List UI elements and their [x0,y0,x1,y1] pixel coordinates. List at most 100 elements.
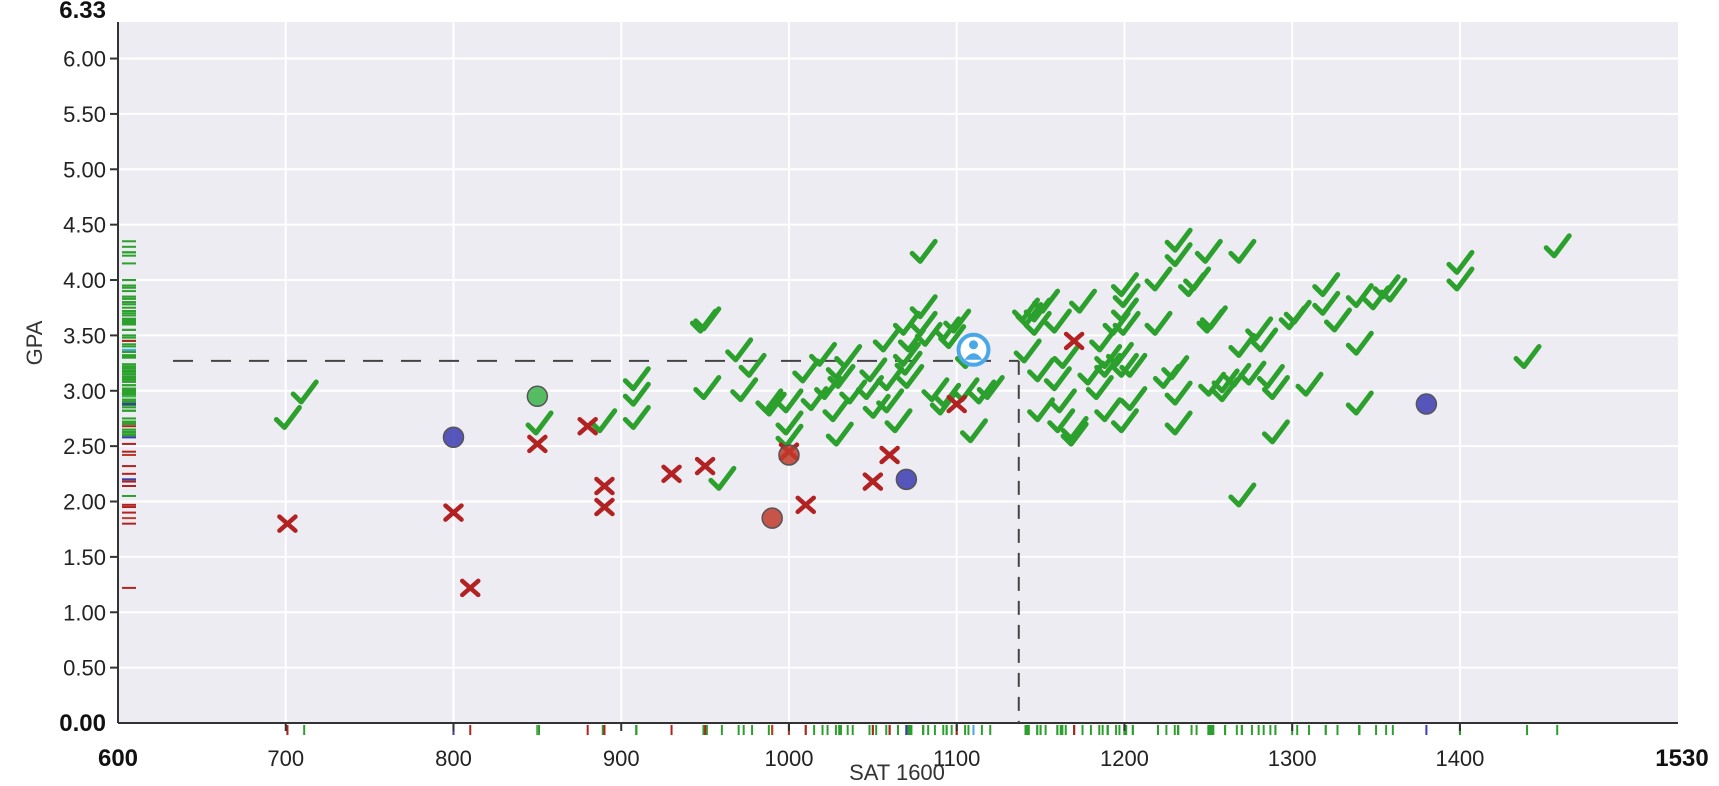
y-tick-label: 0.50 [63,656,106,681]
accepted-point [892,341,921,367]
y-tick-label: 4.50 [63,213,106,238]
accepted-point [1119,386,1148,412]
accepted-point [876,366,905,392]
rejected-point [661,464,682,484]
accepted-point [1194,238,1223,264]
rejected-point [946,394,967,414]
accepted-point [1323,307,1352,333]
accepted-point [959,418,988,444]
accepted-point [1199,305,1228,331]
accepted-point [1023,310,1052,336]
accepted-point [1345,390,1374,416]
accepted-point [938,324,967,350]
accepted-point [1245,316,1274,342]
x-tick-label: 1100 [933,746,980,771]
waitlist-rejected-point [761,507,783,529]
accepted-point [943,308,972,334]
x-axis-title: SAT 1600 [849,760,945,785]
you-marker-body [964,353,983,360]
y-tick-label-min: 0.00 [59,710,106,737]
rejected-point [1063,331,1085,351]
accepted-point [1295,371,1324,397]
x-tick-label-max: 1530 [1655,745,1708,772]
accepted-point [1144,266,1173,292]
accepted-point [1094,344,1123,370]
x-tick-label: 800 [435,746,472,771]
accepted-point [622,366,651,392]
accepted-point [892,310,921,336]
accepted-point [1238,360,1267,386]
accepted-point [909,310,938,336]
accepted-point [822,397,851,423]
y-tick-label: 4.00 [63,268,106,293]
accepted-point [1112,283,1141,309]
accepted-point [1446,266,1475,292]
accepted-point [896,363,925,389]
y-tick-label: 1.00 [63,600,106,625]
accepted-point [1446,249,1475,275]
accepted-point [1261,375,1290,401]
accepted-point [825,421,854,447]
accepted-point [693,306,722,332]
accepted-point [1250,327,1279,353]
y-tick-label: 1.50 [63,545,106,570]
x-tick-label: 1000 [764,746,813,771]
accepted-point [775,388,804,414]
accepted-point [809,341,838,367]
y-axis-title: GPA [22,320,47,365]
accepted-point [1043,308,1072,334]
accepted-point [1069,288,1098,314]
accepted-point [1110,408,1139,434]
y-tick-label: 3.50 [63,323,106,348]
accepted-point [894,350,923,376]
axes [110,22,1678,731]
other-point [895,468,918,491]
accepted-point [792,358,821,384]
accepted-point [1223,362,1252,388]
x-tick-label: 900 [603,746,640,771]
accepted-point [1060,421,1089,447]
accepted-point [1119,352,1148,378]
accepted-point [775,410,804,436]
accepted-point [1112,310,1141,336]
rejected-point [594,476,615,496]
you-marker-head [968,340,978,350]
accepted-point [730,377,759,403]
x-tick-label: 1200 [1100,746,1149,771]
accepted-point [1228,238,1257,264]
accepted-point [1110,272,1139,298]
accepted-point [876,388,905,414]
rejected-point [879,445,900,465]
accepted-point [1345,283,1374,309]
rejected-point [694,456,716,476]
accepted-point [738,352,767,378]
accepted-point [1164,380,1193,406]
accepted-point [1027,357,1056,383]
accepted-point [859,357,888,383]
accepted-point [1161,355,1190,381]
waitlist-accepted-point [526,385,549,408]
accepted-point [855,375,884,401]
accepted-point [1085,375,1114,401]
accepted-point [872,327,901,353]
x-tick-label: 1300 [1268,746,1317,771]
accepted-point [1144,310,1173,336]
y-tick-label: 5.50 [63,102,106,127]
you-marker-ring [956,332,991,367]
accepted-point [1261,419,1290,445]
rejected-point [277,514,298,533]
accepted-point [1379,277,1408,303]
accepted-point [1345,330,1374,356]
accepted-point [622,404,651,430]
accepted-point [884,408,913,434]
accepted-point [589,408,618,434]
accepted-point [921,377,950,403]
x-tick-label-min: 600 [98,745,138,772]
accepted-point [1198,371,1227,397]
accepted-point [1211,368,1240,394]
grid-lines [118,22,1678,723]
accepted-point [909,294,938,320]
accepted-point [1543,233,1572,259]
accepted-point [1183,266,1212,292]
